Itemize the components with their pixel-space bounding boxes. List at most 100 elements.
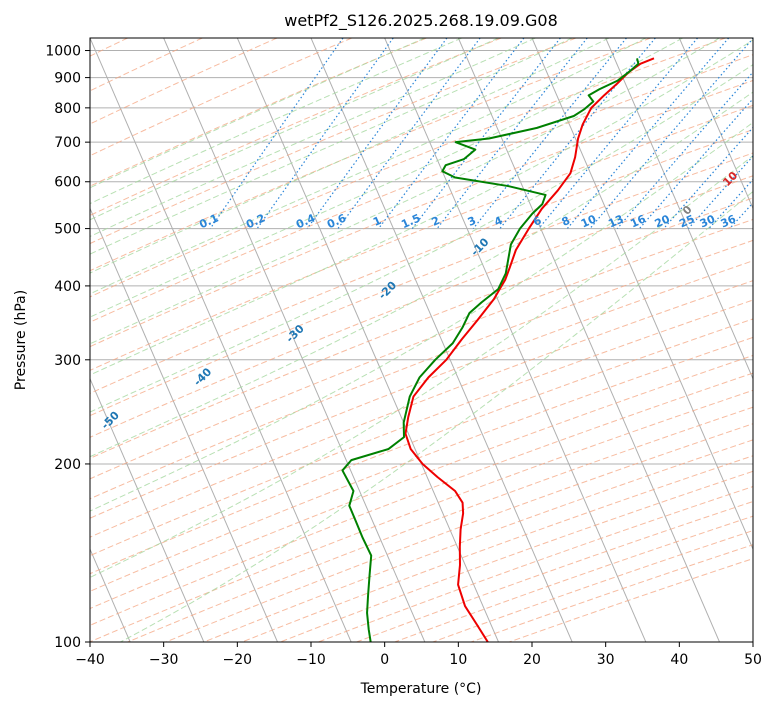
moist-adiabat (90, 38, 499, 221)
mixing-ratio-label: 16 (628, 212, 648, 230)
dry-adiabat (90, 336, 753, 592)
isotherm-gridline (90, 377, 205, 642)
y-tick-label: 400 (54, 279, 81, 295)
dry-adiabat (90, 104, 753, 371)
dry-adiabat (90, 38, 502, 216)
moist-adiabat (90, 155, 753, 579)
mixing-ratio-label: 36 (719, 212, 739, 230)
dry-adiabat (470, 544, 753, 642)
x-tick-label: −10 (296, 652, 326, 668)
dry-adiabat (90, 129, 753, 394)
dry-adiabat (509, 558, 753, 642)
dry-adiabat (280, 470, 753, 642)
line-labels: 0.10.20.40.611.52346810131620253036-100-… (6, 169, 741, 475)
y-tick-label: 800 (54, 101, 81, 117)
dry-adiabat (90, 38, 726, 298)
mixing-ratio-line (411, 38, 561, 229)
dewpoint-profile-line (341, 58, 640, 642)
moist-adiabat (90, 39, 753, 376)
dry-adiabat (90, 38, 352, 157)
mixing-ratio-label: 8 (560, 214, 572, 229)
moist-adiabat (90, 38, 462, 205)
mixing-ratio-label: 2 (430, 214, 442, 229)
isotherm-gridline (90, 38, 352, 642)
dry-adiabat (90, 79, 753, 348)
dry-adiabat (90, 54, 753, 323)
moist-adiabat (90, 38, 720, 345)
mixing-ratio-line (566, 38, 730, 229)
isotherm-gridline (678, 38, 753, 210)
x-tick-label: 30 (597, 652, 615, 668)
plot-frame (89, 37, 754, 643)
mixing-ratio-line (306, 38, 448, 229)
dry-adiabat (90, 38, 651, 272)
y-tick-label: 900 (54, 71, 81, 87)
moist-adiabat (90, 38, 536, 238)
isotherm-gridline (752, 38, 753, 40)
mixing-ratio-line (337, 38, 481, 229)
moist-adiabat (90, 91, 753, 458)
mixing-ratio-line (256, 38, 394, 229)
y-tick-label: 700 (54, 135, 81, 151)
dry-adiabat (90, 389, 753, 642)
mixing-ratio-line (209, 38, 344, 229)
mixing-ratio-line (538, 38, 699, 229)
x-tick-label: 50 (744, 652, 762, 668)
isotherm-gridline (457, 38, 720, 642)
mixing-ratio-line (687, 155, 753, 229)
dry-adiabat (318, 486, 753, 642)
moist-adiabat (90, 38, 610, 274)
dry-adiabat (90, 38, 427, 187)
mixing-ratio-line (378, 38, 525, 229)
dry-adiabat (165, 423, 753, 642)
dry-adiabat (90, 299, 753, 557)
moist-adiabat (90, 38, 647, 295)
dry-adiabat (90, 175, 753, 438)
y-axis-label: Pressure (hPa) (13, 290, 29, 390)
y-tick-label: 500 (54, 222, 81, 238)
x-tick-label: −20 (223, 652, 253, 668)
mixing-ratio-line (589, 38, 753, 229)
x-tick-label: 0 (380, 652, 389, 668)
moist-adiabat (90, 121, 753, 512)
x-tick-label: 40 (670, 652, 688, 668)
dry-adiabat (90, 218, 753, 480)
mixing-ratio-label: 3 (466, 214, 478, 229)
axes: −40 −30 −20 −10 0 10 20 30 40 50 100 200 300 400 500 60… (45, 44, 762, 668)
moist-adiabat (120, 190, 753, 642)
dry-adiabat (90, 318, 753, 575)
isotherm-gridline (163, 38, 426, 642)
isotherm-gridline (531, 38, 753, 551)
x-axis-label: Temperature (°C) (360, 681, 482, 697)
mixing-ratio-line (708, 178, 753, 229)
isotherm-gridline (90, 207, 278, 642)
moist-adiabat (90, 64, 753, 413)
dry-adiabat (127, 406, 753, 642)
mixing-ratio-label: 30 (698, 212, 718, 230)
plot-area (90, 38, 753, 642)
isotherm-gridline (236, 38, 499, 642)
dry-adiabat (90, 152, 753, 417)
dry-adiabat (241, 455, 753, 642)
dry-adiabat (90, 197, 753, 459)
isotherm-gridline (310, 38, 573, 642)
isotherm-value-label: -60 (6, 452, 29, 475)
isotherm-value-label: -30 (284, 322, 307, 345)
isotherm-gridline (605, 38, 753, 380)
x-tick-label: 10 (449, 652, 467, 668)
mixing-ratio-line (499, 38, 656, 229)
chart-title: wetPf2_S126.2025.268.19.09.G08 (284, 11, 558, 31)
mixing-ratio-label: 25 (677, 212, 696, 230)
y-tick-label: 200 (54, 457, 81, 473)
isotherm-value-label: -50 (99, 409, 122, 432)
mixing-ratio-line (616, 71, 753, 229)
y-tick-label: 300 (54, 353, 81, 369)
x-tick-label: −30 (149, 652, 179, 668)
moist-adiabat (90, 38, 683, 318)
mixing-ratio-label: 20 (653, 212, 673, 230)
y-tick-label: 100 (54, 635, 81, 651)
dry-adiabat (90, 280, 753, 538)
y-tick-label: 600 (54, 175, 81, 191)
mixing-ratio-line (729, 201, 753, 229)
